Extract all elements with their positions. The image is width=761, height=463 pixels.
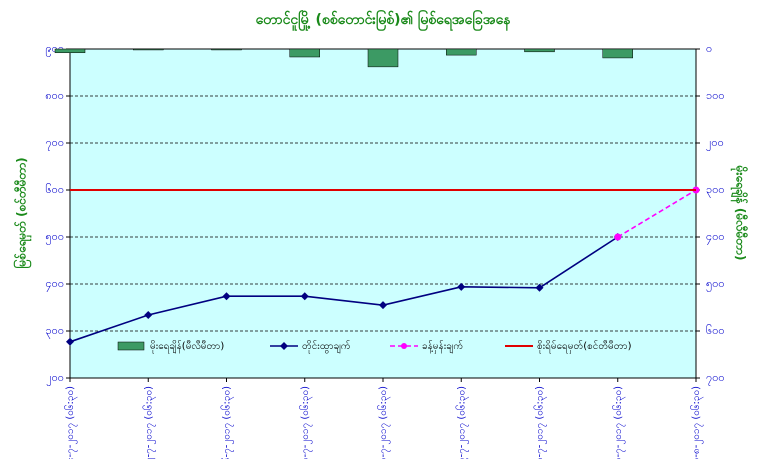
series-line [69, 236, 619, 343]
y-tick-label: ၇၀၀ [45, 136, 64, 151]
marker [300, 292, 309, 301]
bar [289, 48, 320, 58]
y2-tick-label: ၆၀၀ [706, 324, 725, 337]
x-tick-label: ၂၉-၇-၂၀၁၇ (၀၆:၃၀) [454, 386, 469, 459]
x-tick-label: ၃၁-၇-၂၀၁၇ (၀၆:၃၀) [611, 386, 626, 459]
y-tick-label: ၃၀၀ [45, 324, 64, 339]
bar [133, 48, 164, 51]
legend-label: မိုးရေချိန်(မီလီမီတာ) [150, 339, 224, 354]
y2-tick-label: ၁၀၀ [706, 89, 725, 102]
plot-area [69, 48, 697, 379]
marker [222, 292, 231, 301]
legend-swatch [280, 342, 288, 350]
y-tick-label: ၈၀၀ [45, 89, 64, 102]
legend-label: စိုးရိမ်ရေမှတ်(စင်တီမီတာ) [537, 339, 632, 354]
marker [379, 301, 387, 310]
y2-axis-label: မိုးရေချိန် (မီလီမီတာ) [730, 165, 750, 261]
bar [54, 48, 86, 54]
bar [524, 48, 555, 53]
chart-title: တောင်ငူမြို့ (စစ်တောင်းမြစ်)၏ မြစ်ရေအခြေ… [256, 10, 512, 31]
legend-label: တိုင်းထွာချက် [302, 339, 351, 354]
bar [446, 48, 477, 56]
y-tick-label: ၂၀၀ [46, 371, 64, 386]
x-tick-label: ၂၄-၇-၂၀၁၇ (၀၆:၃၀) [63, 386, 78, 459]
y2-tick-label: ၂၀၀ [706, 136, 724, 151]
marker [614, 233, 622, 241]
bar [367, 48, 399, 68]
y-axis-label: မြစ်ရေမှတ် (စင်တီမီတာ) [12, 157, 33, 268]
x-tick-label: ၁-၈-၂၀၁၇ (၀၆:၃၀) [689, 386, 704, 459]
x-tick-label: ၂၅-၇-၂၀၁၇ (၀၆:၃၀) [141, 386, 156, 459]
legend-label: ခန့်မှန်းချက် [422, 339, 463, 354]
y2-tick-label: ၀ [706, 42, 712, 55]
y-tick-label: ၅၀၀ [45, 230, 64, 245]
y2-tick-label: ၄၀၀ [706, 230, 725, 245]
x-tick-label: ၂၈-၇-၂၀၁၇ (၀၆:၃၀) [376, 386, 391, 459]
marker [66, 337, 74, 346]
y2-tick-label: ၃၀၀ [706, 183, 725, 198]
x-tick-label: ၃၀-၇-၂၀၁၇ (၀၆:၃၀) [533, 386, 548, 459]
marker [457, 282, 466, 291]
y2-tick-label: ၅၀၀ [706, 277, 725, 292]
y2-tick-label: ၇၀၀ [706, 371, 725, 386]
legend-swatch [117, 341, 145, 351]
marker [144, 311, 153, 320]
bar [602, 48, 633, 59]
y-tick-label: ၆၀၀ [45, 183, 64, 196]
bar [211, 48, 242, 51]
series-line [617, 189, 697, 238]
x-tick-label: ၂၇-၇-၂၀၁၇ (၀၆:၃၀) [298, 386, 313, 459]
x-tick-label: ၂၆-၇-၂၀၁၇ (၀၆:၃၀) [220, 386, 235, 459]
marker [535, 283, 544, 292]
y-tick-label: ၄၀၀ [45, 277, 64, 292]
legend-swatch [401, 343, 407, 349]
y-tick-label: ၉၀၀ [45, 42, 64, 57]
